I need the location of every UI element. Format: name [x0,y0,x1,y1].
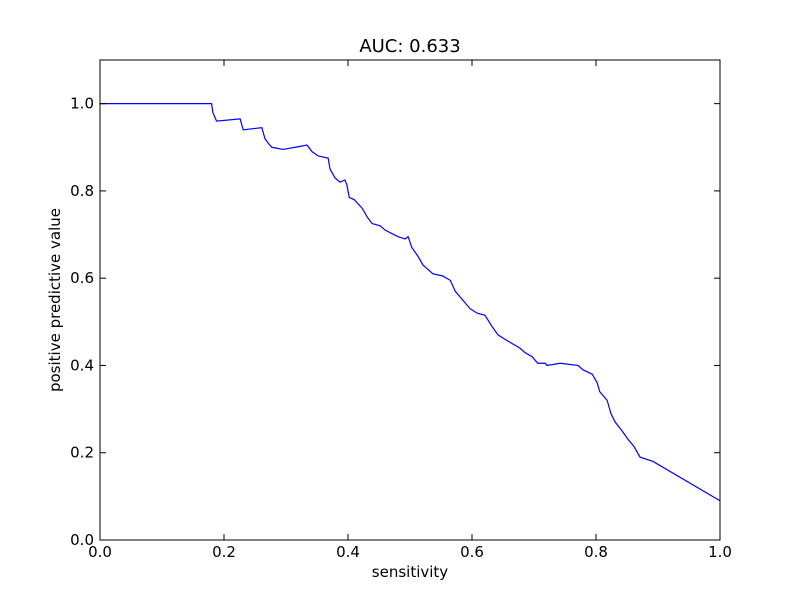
y-tick-label: 0.8 [70,182,94,200]
x-tick-label: 0.4 [336,543,360,561]
x-tick-label: 0.6 [460,543,484,561]
x-axis-label: sensitivity [372,563,449,581]
y-tick-label: 0.2 [70,444,94,462]
y-tick-label: 0.6 [70,269,94,287]
y-tick-label: 0.0 [70,531,94,549]
plot-frame [99,59,721,541]
y-tick-label: 0.4 [70,356,94,374]
x-tick-label: 0.8 [584,543,608,561]
x-tick-label: 0.2 [212,543,236,561]
data-line [100,103,721,502]
y-tick-label: 1.0 [70,95,94,113]
y-axis-label: positive predictive value [46,208,64,392]
x-tick-label: 0.0 [88,543,112,561]
x-tick-label: 1.0 [708,543,732,561]
chart-title: AUC: 0.633 [359,36,460,57]
